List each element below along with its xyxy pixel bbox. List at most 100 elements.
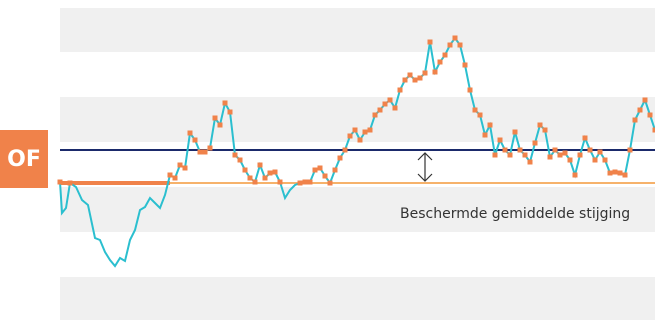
marker xyxy=(502,147,508,153)
marker xyxy=(392,105,398,111)
marker xyxy=(377,107,383,113)
marker xyxy=(267,170,273,176)
marker xyxy=(347,133,353,139)
marker xyxy=(577,152,583,158)
marker xyxy=(67,180,73,186)
marker xyxy=(417,75,423,81)
band xyxy=(60,187,655,232)
marker xyxy=(607,170,613,176)
marker xyxy=(457,42,463,48)
marker xyxy=(337,155,343,161)
marker xyxy=(547,154,553,160)
marker xyxy=(372,112,378,118)
marker xyxy=(307,179,313,185)
marker xyxy=(422,70,428,76)
marker xyxy=(182,165,188,171)
marker xyxy=(447,42,453,48)
marker xyxy=(227,109,233,115)
marker xyxy=(487,122,493,128)
marker xyxy=(477,112,483,118)
marker xyxy=(552,147,558,153)
marker xyxy=(397,87,403,93)
marker xyxy=(642,97,648,103)
marker xyxy=(482,132,488,138)
marker xyxy=(187,130,193,136)
marker xyxy=(297,180,303,186)
marker xyxy=(277,179,283,185)
marker xyxy=(252,179,258,185)
marker xyxy=(562,150,568,156)
marker xyxy=(272,169,278,175)
band xyxy=(60,277,655,320)
marker xyxy=(57,179,63,185)
marker xyxy=(602,157,608,163)
marker xyxy=(237,157,243,163)
marker xyxy=(567,157,573,163)
marker xyxy=(452,35,458,41)
marker xyxy=(647,112,653,118)
marker xyxy=(462,62,468,68)
marker xyxy=(302,179,308,185)
marker xyxy=(427,39,433,45)
marker xyxy=(637,107,643,113)
marker xyxy=(522,152,528,158)
marker xyxy=(527,159,533,165)
marker xyxy=(202,149,208,155)
marker xyxy=(622,172,628,178)
marker xyxy=(582,135,588,141)
marker xyxy=(262,175,268,181)
marker xyxy=(592,157,598,163)
marker xyxy=(217,122,223,128)
marker xyxy=(192,137,198,143)
marker xyxy=(382,101,388,107)
marker xyxy=(332,167,338,173)
marker xyxy=(207,145,213,151)
marker xyxy=(437,59,443,65)
marker xyxy=(407,72,413,78)
marker xyxy=(597,149,603,155)
marker xyxy=(617,170,623,176)
marker xyxy=(342,147,348,153)
protected-segment xyxy=(60,181,170,185)
marker xyxy=(247,175,253,181)
marker xyxy=(652,127,655,133)
marker xyxy=(357,137,363,143)
marker xyxy=(167,172,173,178)
marker xyxy=(352,127,358,133)
marker xyxy=(467,87,473,93)
marker xyxy=(512,129,518,135)
marker xyxy=(587,147,593,153)
marker xyxy=(172,175,178,181)
marker xyxy=(367,127,373,133)
marker xyxy=(387,97,393,103)
marker xyxy=(542,127,548,133)
double-arrow xyxy=(417,152,433,182)
annotation: Beschermde gemiddelde stijging xyxy=(400,206,631,222)
marker xyxy=(612,169,618,175)
marker xyxy=(632,117,638,123)
marker xyxy=(232,152,238,158)
marker xyxy=(492,152,498,158)
marker xyxy=(532,140,538,146)
marker xyxy=(432,69,438,75)
marker xyxy=(222,100,228,106)
badge: OF xyxy=(0,130,48,188)
marker xyxy=(507,152,513,158)
marker xyxy=(242,167,248,173)
marker xyxy=(572,172,578,178)
marker xyxy=(537,122,543,128)
marker xyxy=(212,115,218,121)
marker xyxy=(317,165,323,171)
marker xyxy=(257,162,263,168)
marker xyxy=(517,147,523,153)
marker xyxy=(472,107,478,113)
band xyxy=(60,8,655,52)
marker xyxy=(627,147,633,153)
marker xyxy=(197,149,203,155)
marker xyxy=(497,137,503,143)
marker xyxy=(362,129,368,135)
marker xyxy=(557,152,563,158)
marker xyxy=(177,162,183,168)
